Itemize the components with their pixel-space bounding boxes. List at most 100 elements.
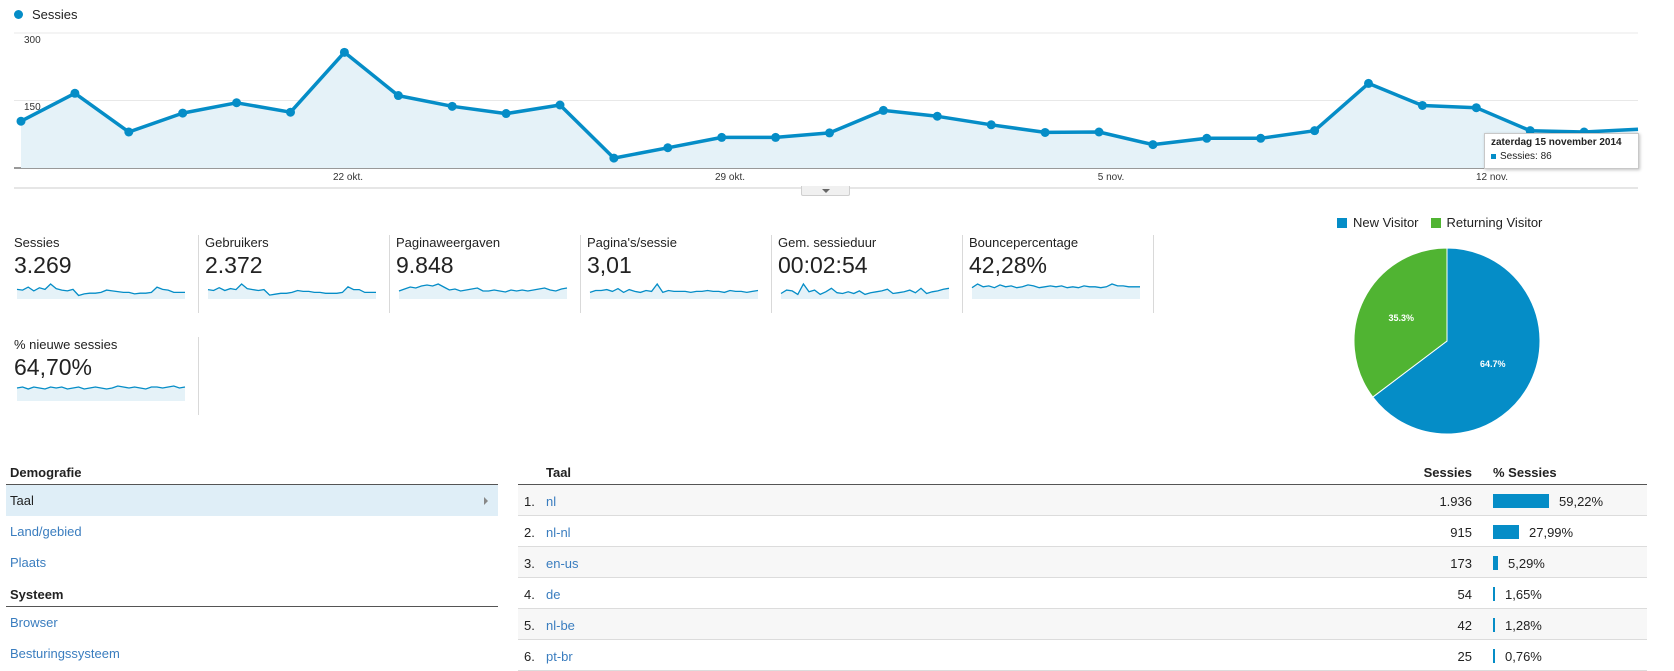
metric-value: 3,01 [587, 252, 632, 278]
nav-item-country[interactable]: Land/gebied [6, 516, 498, 547]
sparkline-line [398, 283, 568, 293]
data-point[interactable] [717, 132, 727, 142]
sparkline-fill [208, 284, 376, 299]
pie-slice-returning-visitor[interactable] [1353, 247, 1448, 398]
nav-item-city[interactable]: Plaats [6, 547, 498, 578]
data-point[interactable] [609, 153, 619, 163]
sparkline-line [780, 282, 950, 296]
data-point[interactable] [70, 88, 80, 98]
data-point[interactable] [339, 47, 349, 57]
legend-item-new-visitor[interactable]: New Visitor [1337, 215, 1419, 230]
metric-card-pages-per-session[interactable]: Pagina's/sessie 3,01 [587, 235, 772, 313]
legend-label: Returning Visitor [1446, 215, 1543, 230]
nav-item-browser[interactable]: Browser [6, 607, 498, 638]
metric-value: 3.269 [14, 252, 72, 278]
sessions-value: 173 [1450, 556, 1472, 571]
data-point[interactable] [16, 116, 26, 126]
chevron-right-icon [484, 497, 488, 505]
data-point[interactable] [124, 127, 134, 137]
data-point[interactable] [986, 120, 996, 130]
metric-card-sessions[interactable]: Sessies 3.269 [14, 235, 199, 313]
data-point[interactable] [771, 132, 781, 142]
dimension-nav: Demografie Taal Land/gebied Plaats Syste… [6, 464, 498, 669]
table-header: Taal Sessies % Sessies [518, 464, 1647, 485]
metric-label: Pagina's/sessie [587, 235, 677, 250]
sparkline-fill [17, 284, 185, 299]
data-point[interactable] [1256, 133, 1266, 143]
table-row: 3. en-us 173 5,29% [518, 547, 1647, 578]
data-point[interactable] [878, 105, 888, 115]
data-point[interactable] [1094, 127, 1104, 137]
data-point[interactable] [1310, 126, 1320, 136]
chart-collapse-button[interactable] [801, 186, 850, 196]
column-header-pct-sessions[interactable]: % Sessies [1493, 465, 1557, 480]
data-point[interactable] [1040, 127, 1050, 137]
metric-sparkline [398, 283, 568, 299]
nav-section-demographics: Demografie [6, 464, 498, 485]
data-point[interactable] [825, 128, 834, 138]
percentage-value: 0,76% [1505, 649, 1542, 664]
pie-slice-label: 35.3% [1388, 313, 1414, 323]
column-header-language[interactable]: Taal [546, 465, 572, 480]
metric-card-bounce-rate[interactable]: Bouncepercentage 42,28% [969, 235, 1154, 313]
metric-sparkline [16, 283, 185, 299]
language-link[interactable]: nl-be [546, 618, 575, 633]
data-point[interactable] [932, 111, 942, 121]
data-point[interactable] [447, 101, 457, 111]
metric-card-session-duration[interactable]: Gem. sessieduur 00:02:54 [778, 235, 963, 313]
nav-item-label: Taal [10, 493, 34, 508]
column-header-sessions[interactable]: Sessies [1423, 465, 1472, 480]
percentage-bar [1493, 618, 1495, 632]
metric-sparkline [16, 385, 186, 401]
metric-value: 64,70% [14, 354, 93, 380]
data-point[interactable] [178, 108, 188, 118]
metric-card-users[interactable]: Gebruikers 2.372 [205, 235, 390, 313]
percentage-bar [1493, 494, 1549, 508]
percentage-value: 5,29% [1508, 556, 1545, 571]
data-point[interactable] [1148, 140, 1158, 150]
language-link[interactable]: pt-br [546, 649, 573, 664]
data-point[interactable] [555, 100, 565, 110]
metric-card-new-sessions[interactable]: % nieuwe sessies 64,70% [14, 337, 199, 415]
nav-item-label: Plaats [10, 555, 47, 570]
metric-card-pageviews[interactable]: Paginaweergaven 9.848 [396, 235, 581, 313]
percentage-bar [1493, 587, 1495, 601]
metric-label: Bouncepercentage [969, 235, 1079, 250]
table-row: 4. de 54 1,65% [518, 578, 1647, 609]
chart-legend: Sessies [14, 7, 78, 22]
visitor-pie-chart: 64.7% 35.3% [1353, 247, 1541, 435]
language-link[interactable]: en-us [546, 556, 579, 571]
language-link[interactable]: nl-nl [546, 525, 571, 540]
percentage-value: 59,22% [1559, 494, 1604, 509]
data-point[interactable] [501, 109, 511, 119]
language-link[interactable]: de [546, 587, 561, 602]
row-rank: 6. [524, 649, 535, 664]
metric-label: Gem. sessieduur [778, 235, 877, 250]
metric-value: 9.848 [396, 252, 454, 278]
data-point[interactable] [286, 107, 295, 117]
data-point[interactable] [1417, 100, 1427, 110]
data-point[interactable] [1471, 103, 1481, 113]
data-point[interactable] [1525, 126, 1535, 136]
tooltip-series-icon [1491, 154, 1496, 159]
nav-section-system: Systeem [6, 586, 498, 607]
row-rank: 1. [524, 494, 535, 509]
sessions-value: 1.936 [1439, 494, 1472, 509]
language-link[interactable]: nl [546, 494, 557, 509]
nav-item-language[interactable]: Taal [6, 485, 498, 516]
data-point[interactable] [232, 98, 242, 108]
x-tick-label: 5 nov. [1097, 172, 1125, 183]
metric-sparkline [780, 282, 950, 299]
sessions-chart: Sessies 300 150 22 okt. 29 okt. 5 nov. 1… [0, 0, 1674, 200]
data-point[interactable] [663, 143, 673, 153]
pie-slice-new-visitor[interactable] [1372, 247, 1541, 435]
x-tick-label: 29 okt. [714, 172, 746, 183]
data-point[interactable] [1364, 78, 1373, 88]
chevron-down-icon [821, 188, 830, 193]
sessions-value: 42 [1457, 618, 1472, 633]
data-point[interactable] [393, 91, 403, 101]
legend-item-returning-visitor[interactable]: Returning Visitor [1430, 215, 1543, 230]
nav-item-os[interactable]: Besturingssysteem [6, 638, 498, 669]
data-point[interactable] [1202, 133, 1212, 143]
sparkline-fill [781, 284, 949, 299]
